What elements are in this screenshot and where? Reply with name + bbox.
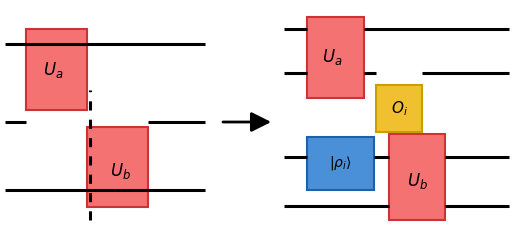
Text: $O_i$: $O_i$ (391, 99, 408, 118)
Text: $U_a$: $U_a$ (322, 47, 343, 67)
Text: $U_b$: $U_b$ (407, 171, 428, 191)
Text: $|\rho_i\rangle$: $|\rho_i\rangle$ (329, 154, 352, 173)
Bar (307, 137, 374, 190)
Bar (87, 127, 148, 207)
Bar (307, 17, 364, 98)
Bar (26, 29, 87, 110)
Bar (376, 85, 422, 132)
Text: $U_b$: $U_b$ (110, 161, 132, 181)
Bar (389, 134, 445, 220)
Text: $U_a$: $U_a$ (43, 60, 63, 80)
